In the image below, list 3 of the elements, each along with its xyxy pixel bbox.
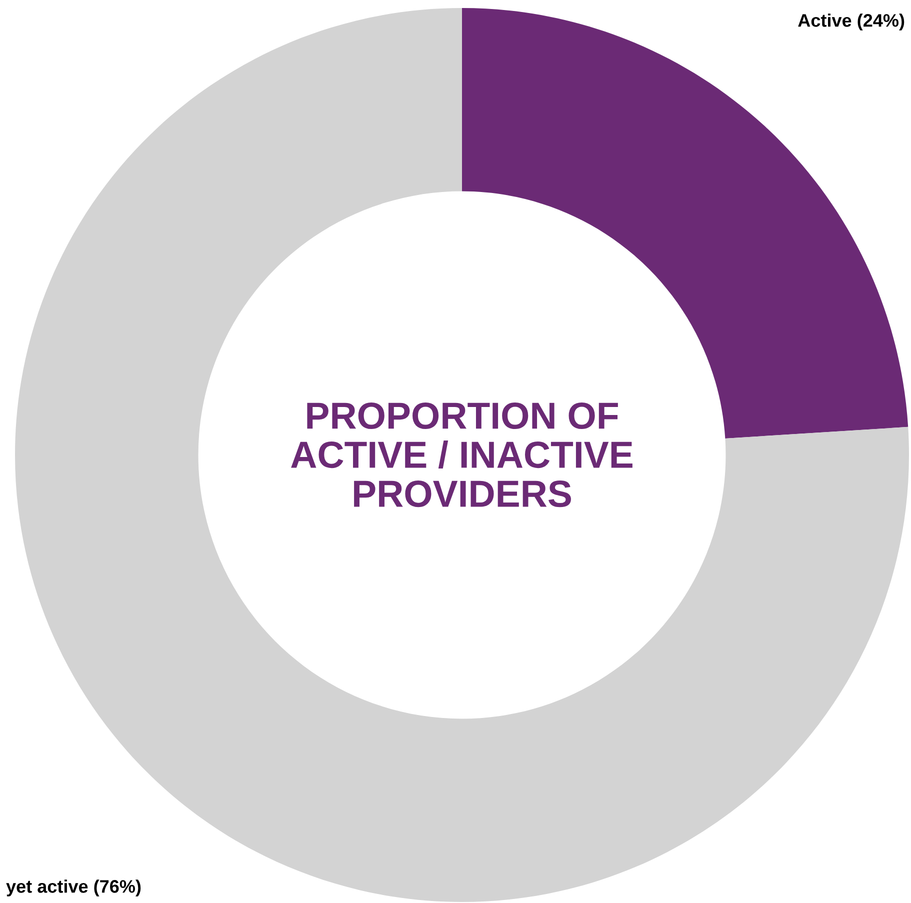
slice-label: Active (24%) [798,14,904,30]
slice-label: yet active (76%) [6,880,141,896]
text: PROPORTION OF ACTIVE / INACTIVE PROVIDERS [291,402,632,508]
